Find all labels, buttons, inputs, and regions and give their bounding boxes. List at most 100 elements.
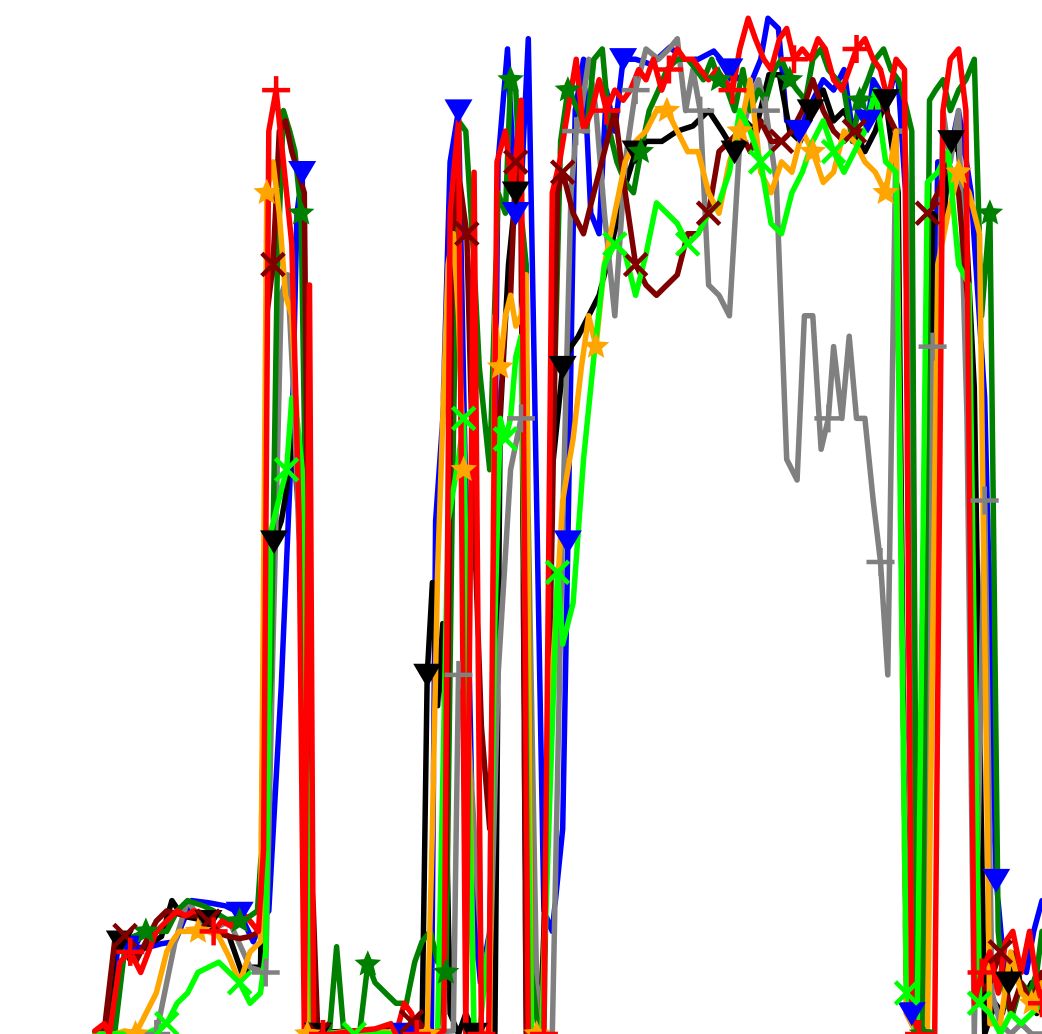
series-5-point-marker bbox=[260, 251, 286, 278]
series-5-point-marker bbox=[112, 922, 138, 949]
series-7-point-marker bbox=[747, 149, 774, 175]
series-5-point-marker bbox=[454, 220, 480, 247]
series-4-point-marker bbox=[354, 950, 382, 976]
series-3-point-marker bbox=[866, 548, 895, 577]
series-6-point-marker bbox=[945, 158, 972, 184]
series-7-point-marker bbox=[226, 969, 253, 996]
series-2-point-marker bbox=[937, 130, 966, 154]
series-6-point-marker bbox=[582, 332, 610, 358]
series-4-point-marker bbox=[432, 958, 460, 984]
series-3-point-marker bbox=[970, 486, 999, 515]
series-3-point-marker bbox=[251, 958, 280, 987]
series-4-point-marker bbox=[976, 199, 1004, 225]
series-7-point-marker bbox=[492, 426, 519, 452]
series-2-point-marker bbox=[501, 181, 530, 206]
series-5-point-marker bbox=[768, 128, 795, 155]
series-7-point-marker bbox=[153, 1010, 180, 1034]
series-lines bbox=[92, 15, 1042, 1034]
series-8-point-marker bbox=[780, 45, 809, 74]
series-3-point-marker bbox=[621, 76, 650, 105]
series-line-7 bbox=[92, 87, 1042, 1034]
series-2-point-marker bbox=[994, 971, 1023, 996]
series-line-8 bbox=[92, 15, 1042, 1034]
series-5-point-marker bbox=[987, 939, 1014, 965]
series-5-point-marker bbox=[305, 1021, 331, 1034]
series-7-point-marker bbox=[273, 456, 300, 483]
series-4-point-marker bbox=[705, 65, 733, 92]
series-4-point-marker bbox=[497, 65, 524, 92]
series-8-point-marker bbox=[654, 55, 683, 84]
series-6-point-marker bbox=[653, 96, 681, 122]
series-6-point-marker bbox=[799, 137, 827, 163]
series-5-point-marker bbox=[398, 1008, 425, 1034]
series-3-point-marker bbox=[686, 96, 715, 125]
series-2-point-marker bbox=[413, 663, 442, 688]
series-8-point-marker bbox=[905, 1020, 934, 1034]
series-8-point-marker bbox=[116, 937, 145, 966]
series-6-point-marker bbox=[253, 178, 281, 204]
series-8-point-marker bbox=[467, 1020, 496, 1034]
series-4-point-marker bbox=[226, 907, 253, 933]
series-2-point-marker bbox=[720, 140, 749, 165]
series-7-point-marker bbox=[820, 138, 847, 165]
series-6-point-marker bbox=[450, 455, 477, 481]
series-6-point-marker bbox=[294, 1020, 321, 1034]
series-8-point-marker bbox=[262, 76, 291, 105]
series-1-point-marker bbox=[609, 48, 638, 72]
series-2-point-marker bbox=[796, 99, 825, 124]
series-5-point-marker bbox=[622, 251, 649, 278]
series-5-point-marker bbox=[502, 149, 529, 175]
series-2-point-marker bbox=[871, 89, 900, 113]
series-7-point-marker bbox=[893, 980, 920, 1006]
series-6-point-marker bbox=[413, 1020, 441, 1034]
series-8-point-marker bbox=[529, 1020, 558, 1034]
series-3-point-marker bbox=[751, 96, 780, 125]
series-4-point-marker bbox=[776, 65, 804, 92]
series-6-point-marker bbox=[872, 178, 899, 204]
series-3-point-marker bbox=[444, 660, 473, 689]
series-6-point-marker bbox=[122, 1020, 149, 1034]
series-4-point-marker bbox=[554, 76, 582, 102]
series-7-point-marker bbox=[544, 559, 571, 586]
series-1-point-marker bbox=[715, 58, 744, 83]
series-7-point-marker bbox=[601, 231, 628, 257]
series-4-point-marker bbox=[846, 86, 873, 112]
series-8-point-marker bbox=[967, 958, 996, 987]
series-2-point-marker bbox=[260, 530, 289, 555]
series-6-point-marker bbox=[726, 117, 754, 143]
series-8-point-marker bbox=[842, 35, 871, 64]
series-8-point-marker bbox=[592, 96, 621, 125]
series-1-point-marker bbox=[982, 868, 1011, 893]
series-8-point-marker bbox=[402, 1020, 431, 1034]
series-markers bbox=[105, 35, 1042, 1034]
series-3-point-marker bbox=[918, 332, 947, 361]
series-3-point-marker bbox=[562, 117, 591, 146]
series-1-point-marker bbox=[553, 530, 582, 555]
series-4-point-marker bbox=[908, 1020, 936, 1034]
series-7-point-marker bbox=[966, 990, 993, 1017]
series-5-point-marker bbox=[549, 159, 576, 185]
series-1-point-marker bbox=[444, 99, 473, 124]
series-3-point-marker bbox=[507, 404, 535, 433]
plot-area bbox=[92, 15, 1042, 1034]
series-3-point-marker bbox=[142, 1020, 171, 1034]
series-5-point-marker bbox=[914, 200, 941, 226]
series-7-point-marker bbox=[674, 231, 701, 257]
series-6-point-marker bbox=[184, 917, 212, 943]
series-5-point-marker bbox=[695, 200, 722, 226]
series-1-point-marker bbox=[897, 1002, 926, 1027]
series-8-point-marker bbox=[1028, 989, 1042, 1018]
series-8-point-marker bbox=[199, 917, 228, 946]
series-7-point-marker bbox=[341, 1021, 368, 1034]
series-1-point-marker bbox=[853, 109, 882, 134]
series-4-point-marker bbox=[627, 137, 655, 163]
series-1-point-marker bbox=[501, 202, 530, 226]
series-3-point-marker bbox=[814, 404, 843, 433]
series-4-point-marker bbox=[287, 199, 315, 225]
series-2-point-marker bbox=[548, 355, 577, 380]
series-8-point-marker bbox=[718, 76, 747, 105]
series-8-point-marker bbox=[309, 1020, 338, 1034]
series-7-point-marker bbox=[450, 405, 477, 432]
series-1-point-marker bbox=[288, 160, 317, 185]
